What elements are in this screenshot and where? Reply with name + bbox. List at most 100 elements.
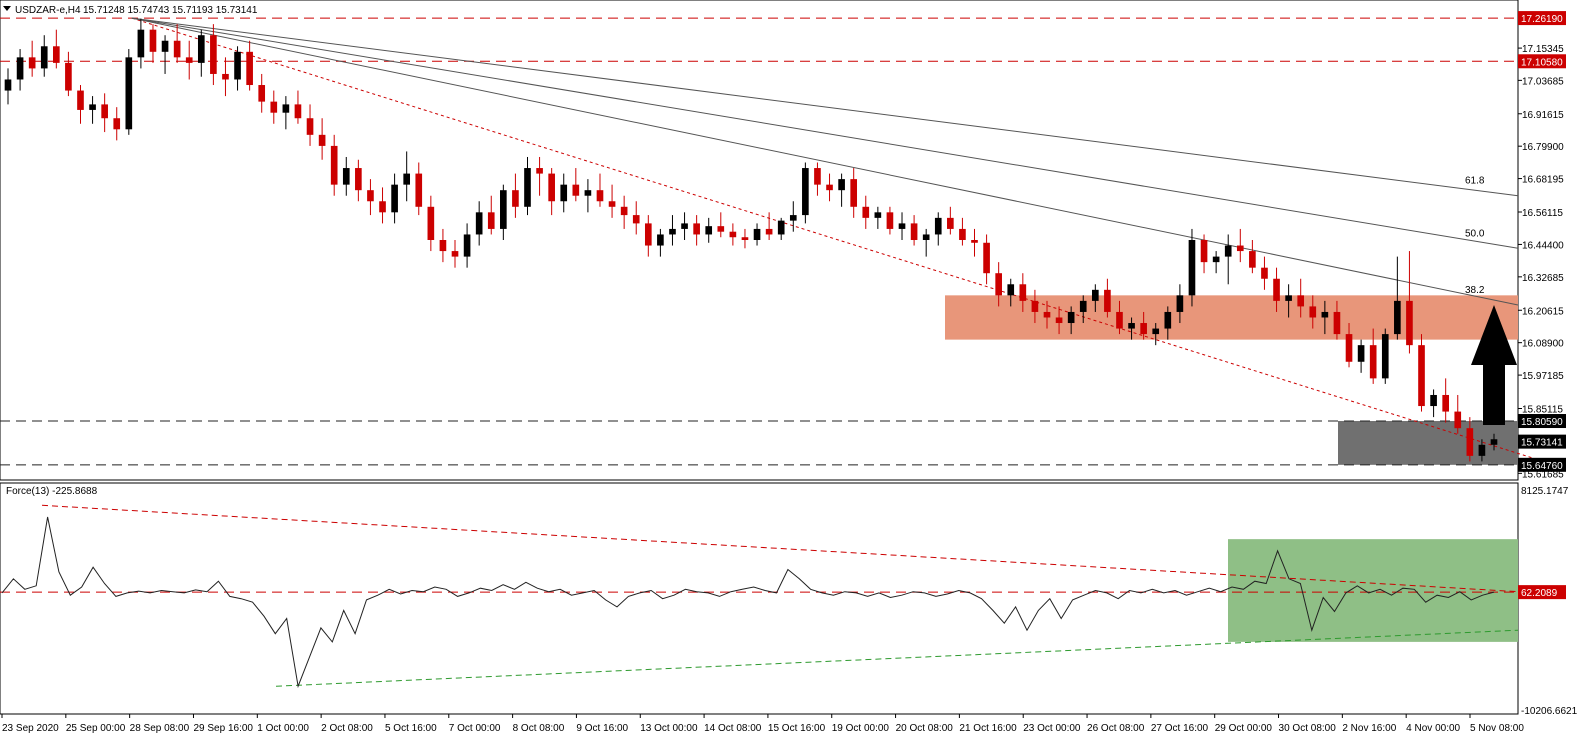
candle-body (1478, 444, 1486, 456)
candle (802, 162, 809, 224)
price-zones (945, 295, 1518, 465)
candle (620, 195, 628, 229)
candle-body (1176, 295, 1184, 312)
time-tick-label: 23 Oct 00:00 (1023, 723, 1081, 734)
candle (1055, 306, 1063, 335)
candle (765, 212, 773, 240)
candle-body (234, 51, 241, 80)
candle-body (572, 184, 580, 196)
candle-body (657, 234, 664, 246)
candle (729, 223, 737, 246)
candle-body (487, 212, 495, 229)
candle-body (560, 184, 568, 202)
candle-body (1261, 267, 1268, 279)
price-tick-label: 16.91615 (1522, 110, 1564, 121)
fan-level-label: 50.0 (1465, 228, 1485, 239)
level-price-tag (1518, 11, 1566, 26)
candle-body (475, 212, 483, 235)
candle-body (741, 237, 749, 240)
candle (560, 173, 568, 213)
candle-body (1442, 394, 1449, 412)
candle (270, 90, 278, 124)
candle-body (427, 206, 435, 240)
candle-body (789, 215, 797, 221)
candle (1188, 228, 1196, 307)
level-price-tag-label: 17.26190 (1521, 14, 1563, 25)
candle (137, 18, 145, 69)
candle (681, 212, 688, 240)
level-price-tag-label: 15.64760 (1521, 461, 1563, 472)
force-level-tag-label: 62.2089 (1521, 588, 1558, 599)
candle (753, 223, 761, 246)
force-indicator-label: Force(13) -225.8688 (6, 486, 98, 497)
symbol-dropdown-icon[interactable] (3, 6, 11, 11)
candle-body (826, 184, 833, 191)
candle-body (1128, 323, 1135, 329)
candle (874, 206, 882, 229)
candle-body (4, 79, 12, 91)
candle (524, 156, 531, 216)
candle (101, 93, 108, 133)
candle-body (1381, 334, 1389, 379)
candle-body (620, 206, 628, 216)
candle-body (705, 226, 713, 235)
candle-body (318, 134, 326, 146)
candle-body (137, 29, 145, 58)
candle (1345, 323, 1353, 368)
candle-body (1152, 328, 1160, 335)
candle-body (101, 104, 108, 119)
candle-body (500, 190, 507, 229)
fan-line (131, 17, 1519, 197)
candle (1321, 300, 1329, 335)
candle (65, 51, 72, 97)
candle-body (765, 228, 773, 235)
descending-trendline (131, 17, 1555, 466)
candle (971, 228, 978, 257)
time-tick-label: 5 Nov 08:00 (1470, 723, 1524, 734)
candle-body (1116, 311, 1123, 329)
candle (1212, 251, 1220, 274)
candle (898, 212, 906, 240)
candle-body (934, 217, 942, 235)
time-tick-label: 14 Oct 08:00 (704, 723, 762, 734)
candle (4, 68, 12, 105)
candle-body (1091, 289, 1099, 301)
candle (934, 212, 942, 246)
candle-body (1345, 334, 1353, 362)
candle-body (1043, 311, 1051, 318)
candle-body (1454, 411, 1462, 429)
candle-body (548, 173, 555, 202)
candle-body (40, 46, 48, 69)
candle (1128, 317, 1135, 340)
candle (1357, 339, 1365, 373)
candle (826, 173, 833, 202)
candle-body (28, 57, 36, 69)
candle (632, 201, 640, 235)
price-tick-label: 17.15345 (1522, 44, 1564, 55)
candle-body (197, 35, 205, 63)
candle (584, 179, 592, 213)
candle-body (922, 234, 930, 240)
force-line (1, 516, 1495, 689)
candle-body (258, 85, 266, 102)
candle (210, 24, 217, 86)
candle (862, 195, 870, 229)
candle-body (403, 173, 411, 185)
candle-body (1007, 284, 1015, 296)
candle-body (729, 231, 737, 238)
candle-body (246, 51, 253, 86)
candle-body (1164, 311, 1172, 329)
price-tick-label: 16.32685 (1522, 273, 1564, 284)
ohlc-readout: 15.71248 15.74743 15.71193 15.73141 (83, 5, 258, 16)
price-tick-label: 15.85115 (1522, 404, 1563, 415)
candlestick-series (4, 18, 1498, 462)
candle-body (947, 217, 954, 229)
candle (1031, 289, 1039, 324)
candle (572, 168, 580, 202)
time-tick-label: 2 Oct 08:00 (321, 723, 373, 734)
candle-body (1406, 300, 1413, 346)
candle (1285, 284, 1292, 318)
candle-body (693, 223, 700, 235)
candle (536, 156, 543, 196)
